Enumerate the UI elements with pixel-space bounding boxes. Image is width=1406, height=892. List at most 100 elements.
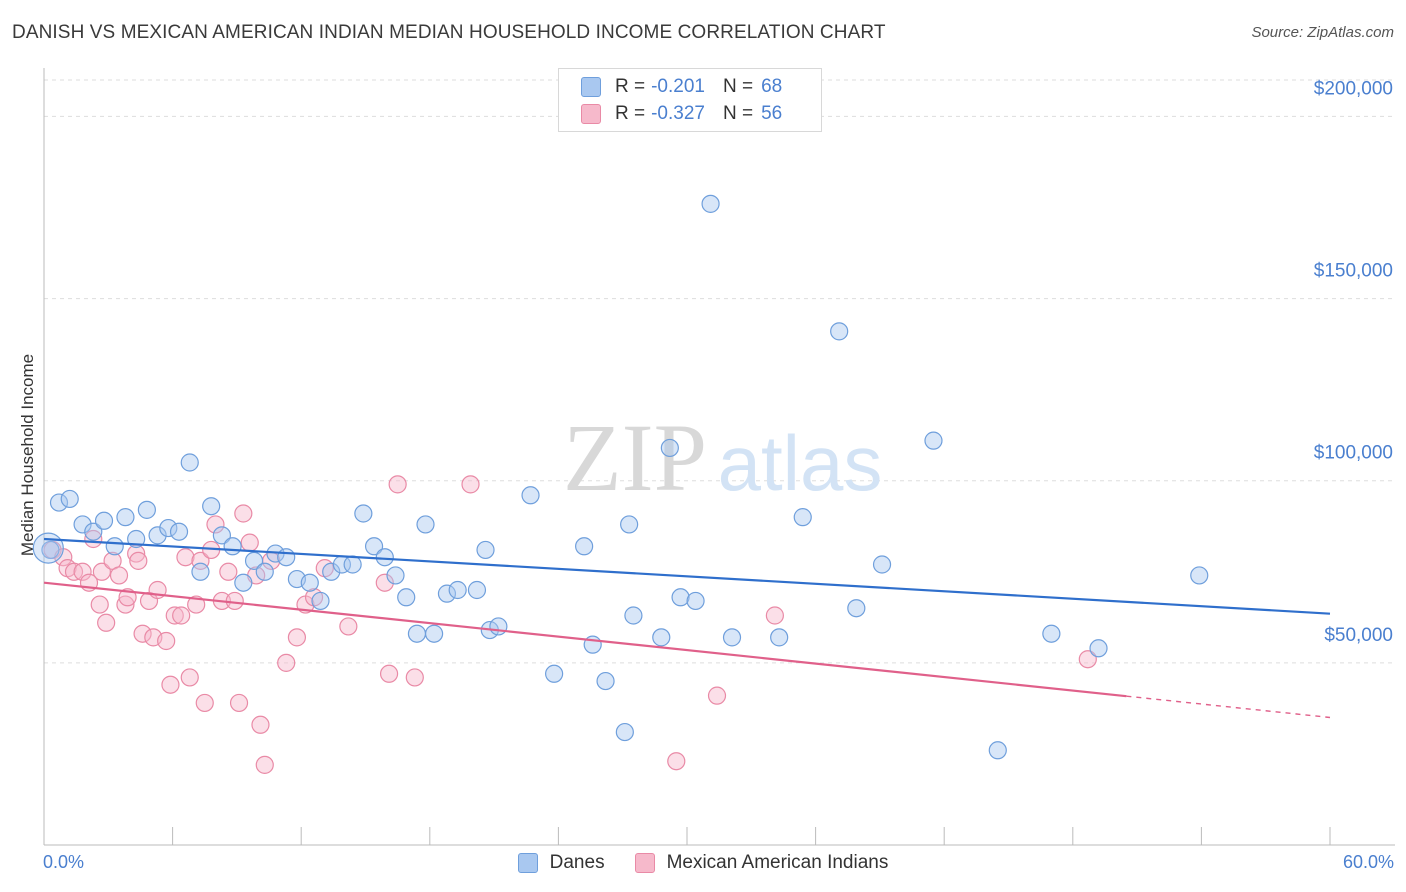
mai-r-value: -0.327 <box>651 103 705 124</box>
trend-line-mai-extension <box>1126 695 1331 719</box>
data-point-mai <box>73 562 92 581</box>
data-point-danes <box>671 588 690 607</box>
data-point-mai <box>240 533 259 552</box>
data-point-danes <box>202 497 221 516</box>
data-point-mai <box>129 551 148 570</box>
data-point-danes <box>212 526 231 545</box>
data-point-danes <box>437 584 457 603</box>
data-point-mai <box>109 566 129 585</box>
data-point-mai <box>255 755 274 774</box>
data-point-mai <box>206 515 225 534</box>
data-point-danes <box>575 537 594 556</box>
y-tick-label: $150,000 <box>1314 261 1393 282</box>
mai-n-label: N = <box>722 103 754 124</box>
data-point-danes <box>41 540 60 560</box>
data-point-mai <box>84 529 103 549</box>
data-point-danes <box>424 624 444 643</box>
mai-swatch <box>581 104 601 124</box>
data-point-danes <box>596 671 615 691</box>
y-tick-label: $50,000 <box>1324 625 1393 646</box>
data-point-danes <box>300 573 319 592</box>
series-mexican-american-indians <box>43 475 1097 774</box>
data-point-danes <box>322 562 341 581</box>
danes-r-value: -0.201 <box>651 76 705 97</box>
stats-row-danes: R = -0.201 N = 68 <box>581 74 782 100</box>
data-point-danes <box>1089 639 1108 658</box>
data-point-mai <box>234 504 253 523</box>
data-point-danes <box>1190 566 1209 585</box>
chart-title: DANISH VS MEXICAN AMERICAN INDIAN MEDIAN… <box>12 22 886 43</box>
data-point-mai <box>287 628 307 647</box>
legend-item-mai[interactable]: Mexican American Indians <box>634 852 889 874</box>
data-point-danes <box>770 628 789 647</box>
data-point-danes <box>397 588 416 607</box>
data-point-danes <box>116 508 135 527</box>
data-point-danes <box>545 664 564 683</box>
watermark: ZIP atlas <box>563 404 882 511</box>
data-point-danes <box>448 580 467 600</box>
trend-line-danes <box>43 537 1331 615</box>
legend-item-danes[interactable]: Danes <box>517 852 605 874</box>
data-point-danes <box>701 194 720 213</box>
data-point-mai <box>161 675 180 694</box>
data-point-mai <box>667 752 686 771</box>
data-point-mai <box>97 613 116 632</box>
trend-line-mai <box>43 581 1127 698</box>
mai-n-value: 56 <box>761 103 783 124</box>
stats-legend: R = -0.201 N = 68 R = -0.327 N = 56 <box>558 68 822 132</box>
data-point-danes <box>180 453 199 472</box>
series-legend: Danes Mexican American Indians <box>0 852 1406 874</box>
data-point-danes <box>624 606 643 625</box>
data-point-danes <box>343 555 362 574</box>
data-point-mai <box>225 591 244 611</box>
data-point-danes <box>652 628 671 647</box>
data-point-mai <box>379 664 399 683</box>
data-point-danes <box>521 486 540 505</box>
data-point-mai <box>116 595 135 614</box>
data-point-danes <box>354 504 373 523</box>
data-point-danes <box>847 599 866 618</box>
data-point-mai <box>133 624 152 643</box>
data-point-mai <box>277 653 296 672</box>
watermark-atlas: atlas <box>718 419 883 507</box>
data-point-danes <box>234 573 253 592</box>
danes-n-value: 68 <box>761 76 783 97</box>
data-point-mai <box>195 693 214 713</box>
data-point-mai <box>405 668 424 687</box>
axes <box>43 68 1395 846</box>
data-point-danes <box>407 624 427 643</box>
data-point-mai <box>172 606 191 625</box>
data-point-danes <box>476 540 495 560</box>
source-label: Source: ZipAtlas.com <box>1251 24 1394 41</box>
data-point-mai <box>388 475 407 494</box>
data-point-danes <box>924 431 943 450</box>
data-point-danes <box>830 322 849 341</box>
series-danes <box>32 194 1209 760</box>
data-point-danes <box>386 566 405 585</box>
x-tick-min: 0.0% <box>43 852 85 872</box>
data-point-mai <box>707 686 727 705</box>
data-point-mai <box>375 573 394 592</box>
legend-swatch-mai <box>634 853 655 873</box>
data-point-mai <box>118 588 137 607</box>
data-point-mai <box>251 715 270 734</box>
data-point-mai <box>187 595 206 614</box>
legend-label-mai: Mexican American Indians <box>666 852 889 873</box>
danes-swatch <box>581 77 601 97</box>
legend-swatch-danes <box>517 853 538 873</box>
data-point-danes <box>105 537 124 556</box>
watermark-zip: ZIP <box>563 404 707 511</box>
data-point-mai <box>1078 650 1097 669</box>
data-point-mai <box>180 668 199 687</box>
data-point-mai <box>219 562 238 581</box>
data-point-danes <box>364 537 384 556</box>
data-point-mai <box>229 693 249 713</box>
data-point-mai <box>176 548 195 567</box>
data-point-mai <box>92 562 111 581</box>
trend-lines <box>43 537 1331 719</box>
data-point-danes <box>148 526 167 545</box>
data-point-mai <box>339 617 358 636</box>
stats-row-mai: R = -0.327 N = 56 <box>581 101 782 127</box>
data-point-danes <box>277 548 296 567</box>
